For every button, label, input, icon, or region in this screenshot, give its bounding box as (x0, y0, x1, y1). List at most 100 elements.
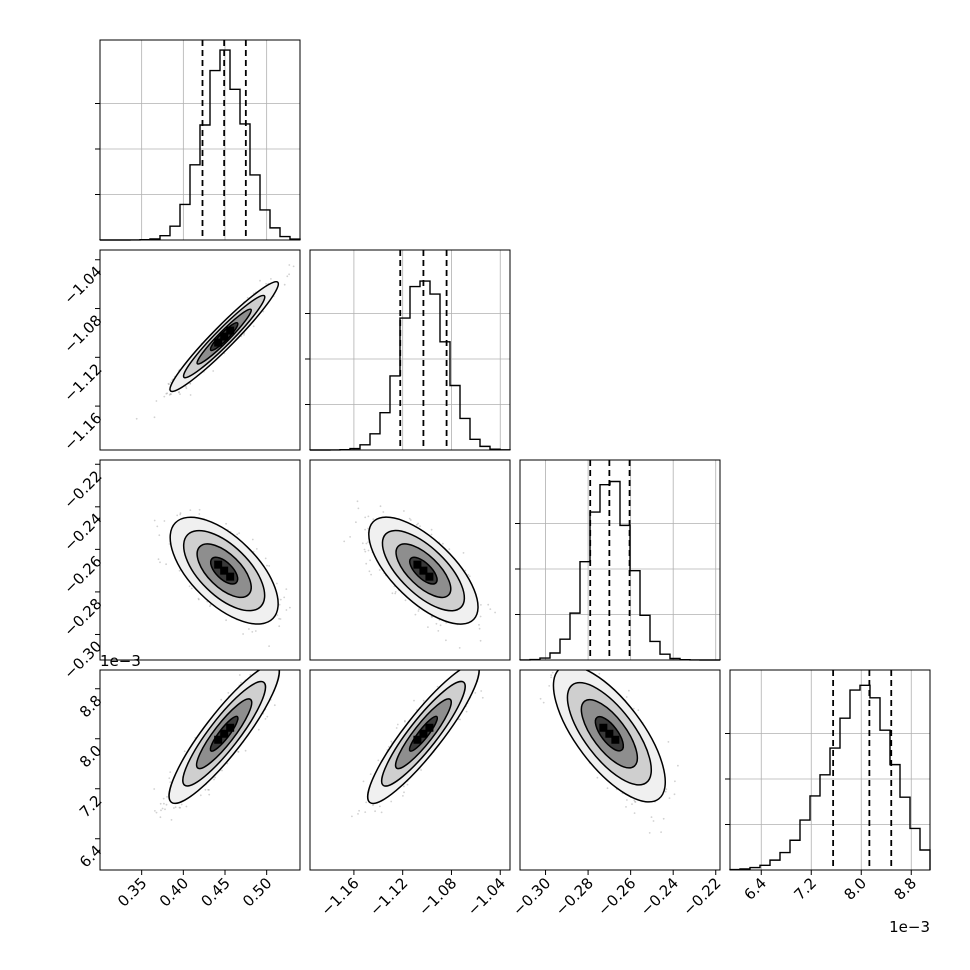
scatter-point (494, 611, 496, 614)
scatter-point (276, 582, 278, 585)
scatter-point (225, 619, 228, 622)
scatter-point (462, 552, 465, 554)
scatter-point (209, 603, 212, 606)
scatter-point (458, 647, 461, 649)
scatter-point (403, 510, 405, 512)
scatter-point (159, 561, 161, 564)
scatter-point (259, 279, 261, 282)
scatter-point (292, 265, 295, 268)
scatter-point (363, 548, 366, 551)
scatter-point (271, 663, 273, 665)
scatter-point (165, 563, 168, 566)
panel-frame (99, 249, 301, 451)
scatter-point (355, 521, 357, 524)
scatter-point (135, 417, 138, 420)
scatter-point (370, 573, 372, 576)
scatter-point (265, 282, 267, 285)
scatter-point (198, 598, 200, 601)
scatter-point (379, 505, 382, 508)
density-peak (419, 566, 428, 575)
scatter-point (237, 750, 240, 753)
scatter-point (255, 548, 258, 550)
scatter-point (435, 622, 438, 625)
scatter-point (367, 515, 370, 518)
scatter-point (343, 540, 346, 543)
scatter-point (174, 806, 177, 809)
scatter-point (268, 645, 270, 647)
scatter-point (357, 507, 360, 510)
scatter-point (178, 391, 180, 394)
scatter-point (479, 615, 482, 618)
panel-frame (99, 39, 301, 241)
scatter-point (349, 536, 351, 538)
scatter-point (225, 522, 228, 525)
histogram-panel-3 (515, 459, 721, 661)
scatter-point (283, 596, 286, 599)
scatter-point (467, 573, 470, 576)
scatter-point (264, 718, 267, 720)
scatter-point (185, 387, 188, 390)
scatter-point (155, 811, 158, 814)
scatter-point (302, 581, 304, 583)
scatter-point (170, 393, 172, 396)
scatter-point (364, 516, 367, 519)
scatter-point (439, 624, 442, 627)
scatter-point (409, 519, 412, 521)
scatter-point (394, 591, 397, 593)
scatter-point (278, 625, 281, 628)
scatter-point (179, 806, 182, 809)
scatter-point (480, 604, 482, 606)
scatter-point (165, 803, 168, 806)
scatter-point (279, 598, 282, 601)
histogram-panel-4 (725, 669, 931, 871)
scatter-point (178, 806, 181, 809)
scatter-point (236, 533, 239, 536)
scatter-point (165, 392, 168, 395)
scatter-point (394, 592, 397, 595)
scatter-point (185, 805, 188, 808)
scatter-point (240, 681, 242, 684)
scatter-point (158, 534, 161, 537)
scatter-point (437, 630, 440, 632)
scatter-point (478, 627, 481, 630)
scatter-point (214, 776, 217, 779)
scatter-point (188, 585, 191, 588)
scatter-point (286, 275, 289, 278)
panel-frame (729, 669, 931, 871)
histogram-step-line (729, 684, 931, 871)
scatter-point (279, 618, 282, 620)
scatter-point (427, 626, 429, 628)
scatter-point (479, 639, 482, 642)
scatter-point (364, 528, 366, 531)
scatter-point (197, 597, 200, 600)
scatter-panel-3-2 (309, 459, 511, 661)
scatter-point (372, 518, 375, 521)
scatter-point (270, 667, 272, 669)
scatter-point (365, 542, 368, 545)
scatter-point (278, 617, 280, 620)
scatter-point (266, 564, 268, 567)
scatter-point (169, 393, 172, 395)
scatter-point (159, 816, 162, 819)
scatter-point (166, 392, 169, 395)
scatter-point (251, 538, 254, 541)
scatter-point (178, 569, 181, 572)
scatter-point (489, 608, 492, 610)
scatter-point (212, 370, 215, 372)
scatter-point (238, 532, 241, 534)
scatter-point (246, 296, 249, 299)
scatter-point (163, 395, 166, 398)
scatter-point (277, 667, 279, 669)
scatter-point (204, 788, 207, 791)
scatter-point (166, 796, 168, 798)
scatter-point (264, 557, 267, 560)
scatter-point (170, 819, 173, 821)
scatter-panel-3-1 (99, 459, 304, 661)
scatter-point (252, 325, 255, 328)
scatter-point (168, 777, 171, 780)
density-peak (413, 560, 422, 569)
density-peak (425, 572, 434, 581)
scatter-point (273, 704, 276, 707)
density-peak (226, 572, 235, 581)
scatter-point (178, 391, 181, 393)
